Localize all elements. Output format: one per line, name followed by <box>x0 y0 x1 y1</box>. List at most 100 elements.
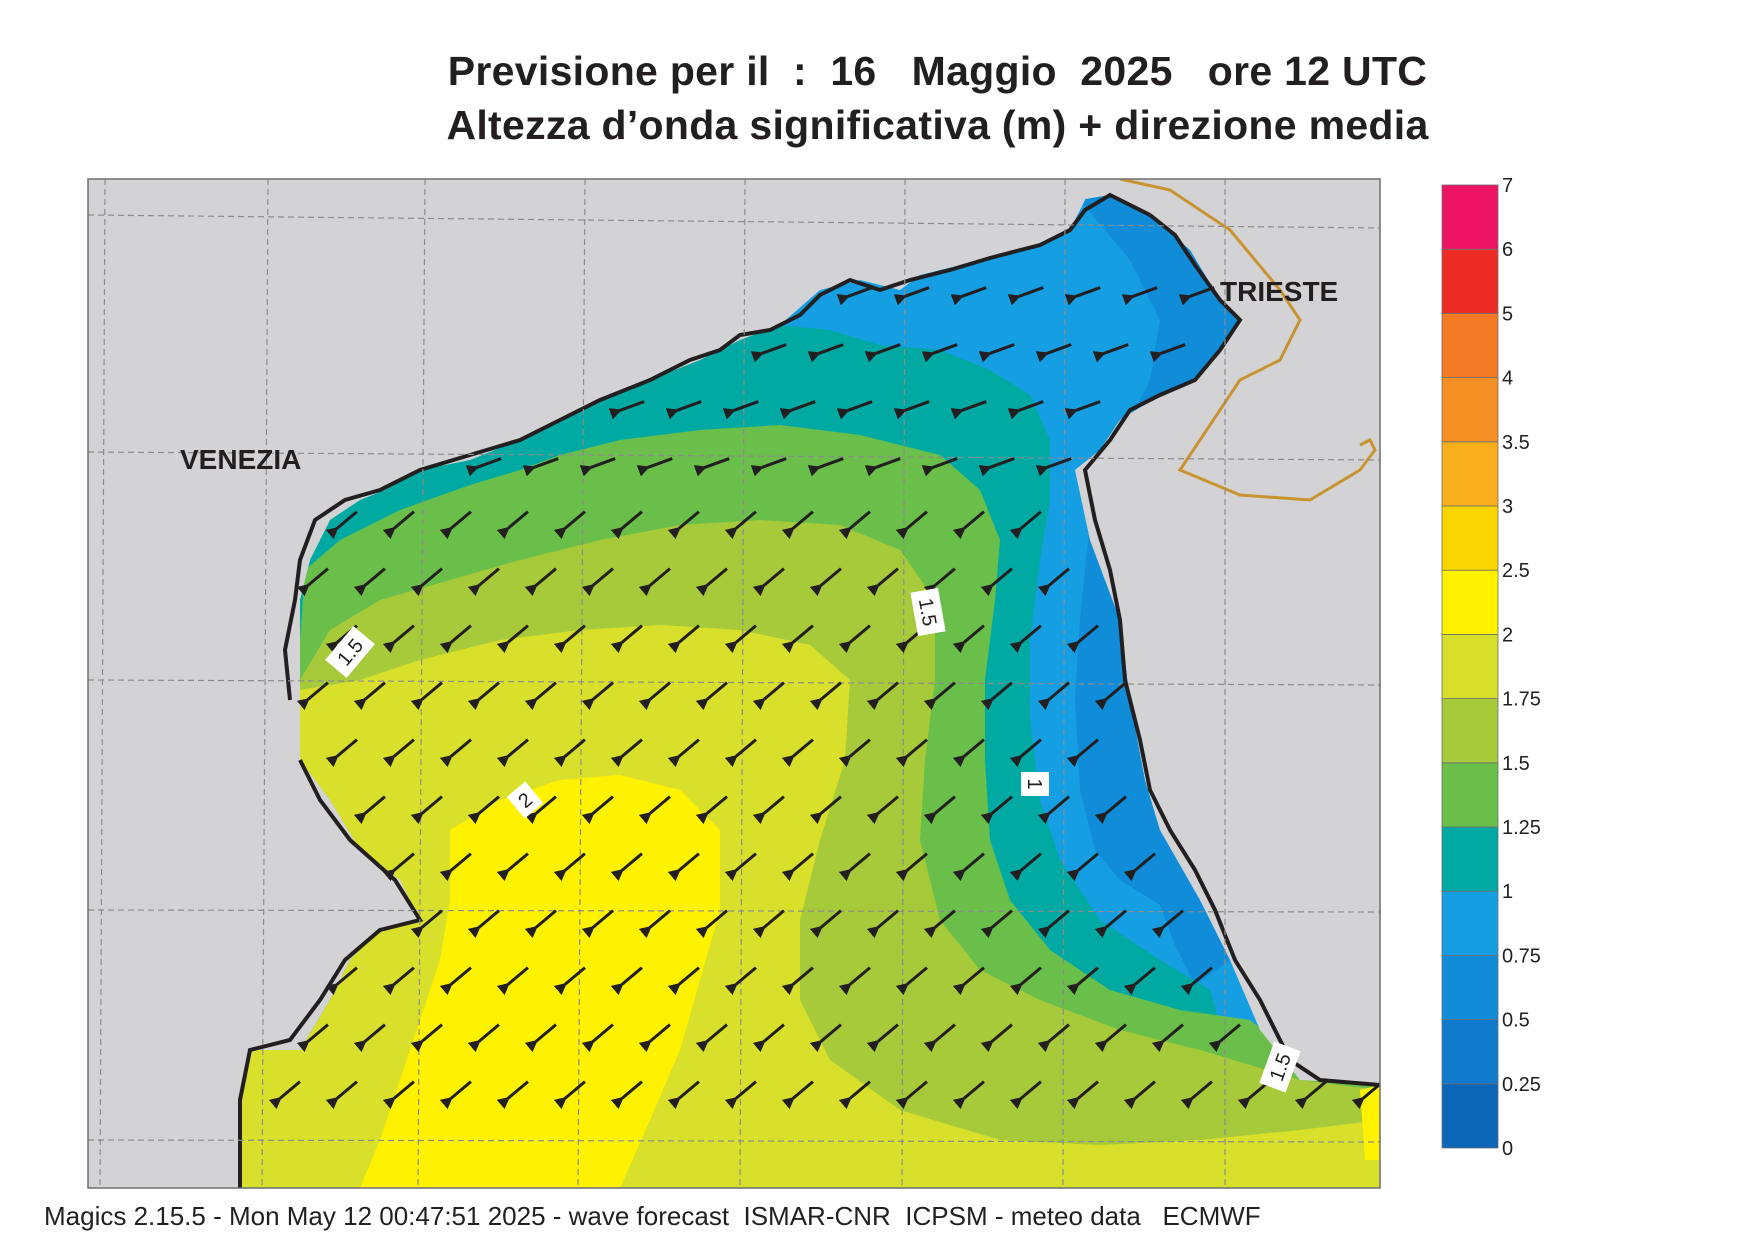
wave-direction-arrow <box>496 852 529 882</box>
wave-direction-arrow <box>638 567 671 597</box>
wave-direction-arrow <box>895 852 928 882</box>
wave-direction-arrow <box>809 909 842 939</box>
wave-direction-arrow <box>866 795 899 825</box>
wave-direction-arrow <box>809 1023 842 1053</box>
wave-direction-arrow <box>296 567 329 597</box>
wave-direction-arrow <box>781 624 814 654</box>
wave-direction-arrow <box>1121 286 1158 306</box>
wave-direction-arrow <box>553 1080 586 1110</box>
wave-direction-arrow <box>353 567 386 597</box>
wave-direction-arrow <box>1094 1023 1127 1053</box>
wave-direction-arrow <box>724 852 757 882</box>
wave-direction-arrow <box>893 286 930 306</box>
coastline-south <box>238 759 424 1188</box>
wave-direction-arrow <box>952 966 985 996</box>
wave-direction-arrow <box>581 681 614 711</box>
colorbar-tick-label: 0 <box>1502 1138 1513 1160</box>
wave-direction-arrow <box>866 567 899 597</box>
wave-direction-arrow <box>923 1023 956 1053</box>
wave-direction-arrow <box>467 795 500 825</box>
wave-direction-arrow <box>921 343 958 363</box>
colorbar-tick-label: 2 <box>1502 624 1513 646</box>
wave-direction-arrow <box>522 457 559 477</box>
wave-direction-arrow <box>382 738 415 768</box>
wave-direction-arrow <box>1151 909 1184 939</box>
contour-label: 1.5 <box>910 587 946 637</box>
wave-direction-arrow <box>1092 343 1129 363</box>
colorbar-swatch <box>1441 698 1499 764</box>
colorbar-swatch <box>1441 441 1499 507</box>
east-land <box>1075 179 1380 1085</box>
wave-direction-arrow <box>1094 909 1127 939</box>
wave-direction-arrow <box>439 852 472 882</box>
wave-direction-arrow <box>439 510 472 540</box>
wave-direction-arrow <box>667 966 700 996</box>
wave-direction-arrow <box>1037 681 1070 711</box>
graticule <box>88 179 1380 1188</box>
wave-direction-arrow <box>695 567 728 597</box>
colorbar-tick-label: 2.5 <box>1502 560 1530 582</box>
wave-direction-arrow <box>496 966 529 996</box>
wave-direction-arrow <box>838 966 871 996</box>
chart-title-line-2: Altezza d’onda significativa (m) + direz… <box>446 102 1429 148</box>
wave-direction-arrow <box>807 343 844 363</box>
wave-direction-arrow <box>724 966 757 996</box>
colorbar-tick-label: 1.75 <box>1502 689 1541 711</box>
colorbar-swatch <box>1441 569 1499 635</box>
wave-direction-arrow <box>1009 966 1042 996</box>
wave-direction-arrow <box>667 624 700 654</box>
wave-direction-arrow <box>1037 1023 1070 1053</box>
wave-direction-arrow <box>1007 400 1044 420</box>
wave-direction-arrow <box>838 624 871 654</box>
wave-direction-arrow <box>781 852 814 882</box>
wave-direction-arrow <box>980 795 1013 825</box>
wave-direction-arrow <box>496 624 529 654</box>
wave-direction-arrow <box>439 738 472 768</box>
wave-direction-arrow <box>950 286 987 306</box>
wave-direction-arrow <box>636 457 673 477</box>
wave-direction-arrow <box>353 795 386 825</box>
wave-direction-arrow <box>524 567 557 597</box>
colorbar-swatch <box>1441 312 1499 378</box>
wave-direction-arrow <box>581 909 614 939</box>
wave-direction-arrow <box>1064 286 1101 306</box>
wave-direction-arrow <box>952 852 985 882</box>
wave-direction-arrow <box>610 966 643 996</box>
wave-direction-arrow <box>752 567 785 597</box>
wave-direction-arrow <box>410 681 443 711</box>
colorbar-swatch <box>1441 184 1499 250</box>
wave-direction-arrow <box>608 400 645 420</box>
colorbar-tick-label: 6 <box>1502 239 1513 261</box>
colorbar-tick-label: 1 <box>1502 881 1513 903</box>
wave-direction-arrow <box>866 1023 899 1053</box>
wave-direction-arrow <box>325 966 358 996</box>
wave-direction-arrow <box>838 738 871 768</box>
svg-text:1.5: 1.5 <box>914 597 940 628</box>
wave-direction-arrow <box>724 624 757 654</box>
wave-direction-arrow <box>838 852 871 882</box>
wave-direction-arrow <box>724 1080 757 1110</box>
wave-direction-arrow <box>750 343 787 363</box>
wave-direction-arrow <box>638 1023 671 1053</box>
wave-direction-arrow <box>1066 966 1099 996</box>
wave-direction-arrow <box>1009 852 1042 882</box>
wave-direction-arrow <box>1123 966 1156 996</box>
wave-direction-arrow <box>667 1080 700 1110</box>
wave-direction-arrow <box>921 457 958 477</box>
contour-label: 1 <box>1021 772 1049 796</box>
wave-direction-arrow <box>923 795 956 825</box>
wave-direction-arrow <box>553 966 586 996</box>
wave-direction-arrow <box>638 681 671 711</box>
wave-direction-arrow <box>467 1023 500 1053</box>
wave-direction-arrow <box>952 624 985 654</box>
wave-direction-arrow <box>524 909 557 939</box>
wave-direction-arrow <box>296 1023 329 1053</box>
wave-direction-arrow <box>325 738 358 768</box>
wave-direction-arrow <box>467 681 500 711</box>
wave-direction-arrow <box>980 1023 1013 1053</box>
wave-direction-arrow <box>952 738 985 768</box>
border-line <box>1119 179 1377 502</box>
wave-direction-arrow <box>667 510 700 540</box>
sea-zone-2.0-east <box>1360 1085 1380 1160</box>
